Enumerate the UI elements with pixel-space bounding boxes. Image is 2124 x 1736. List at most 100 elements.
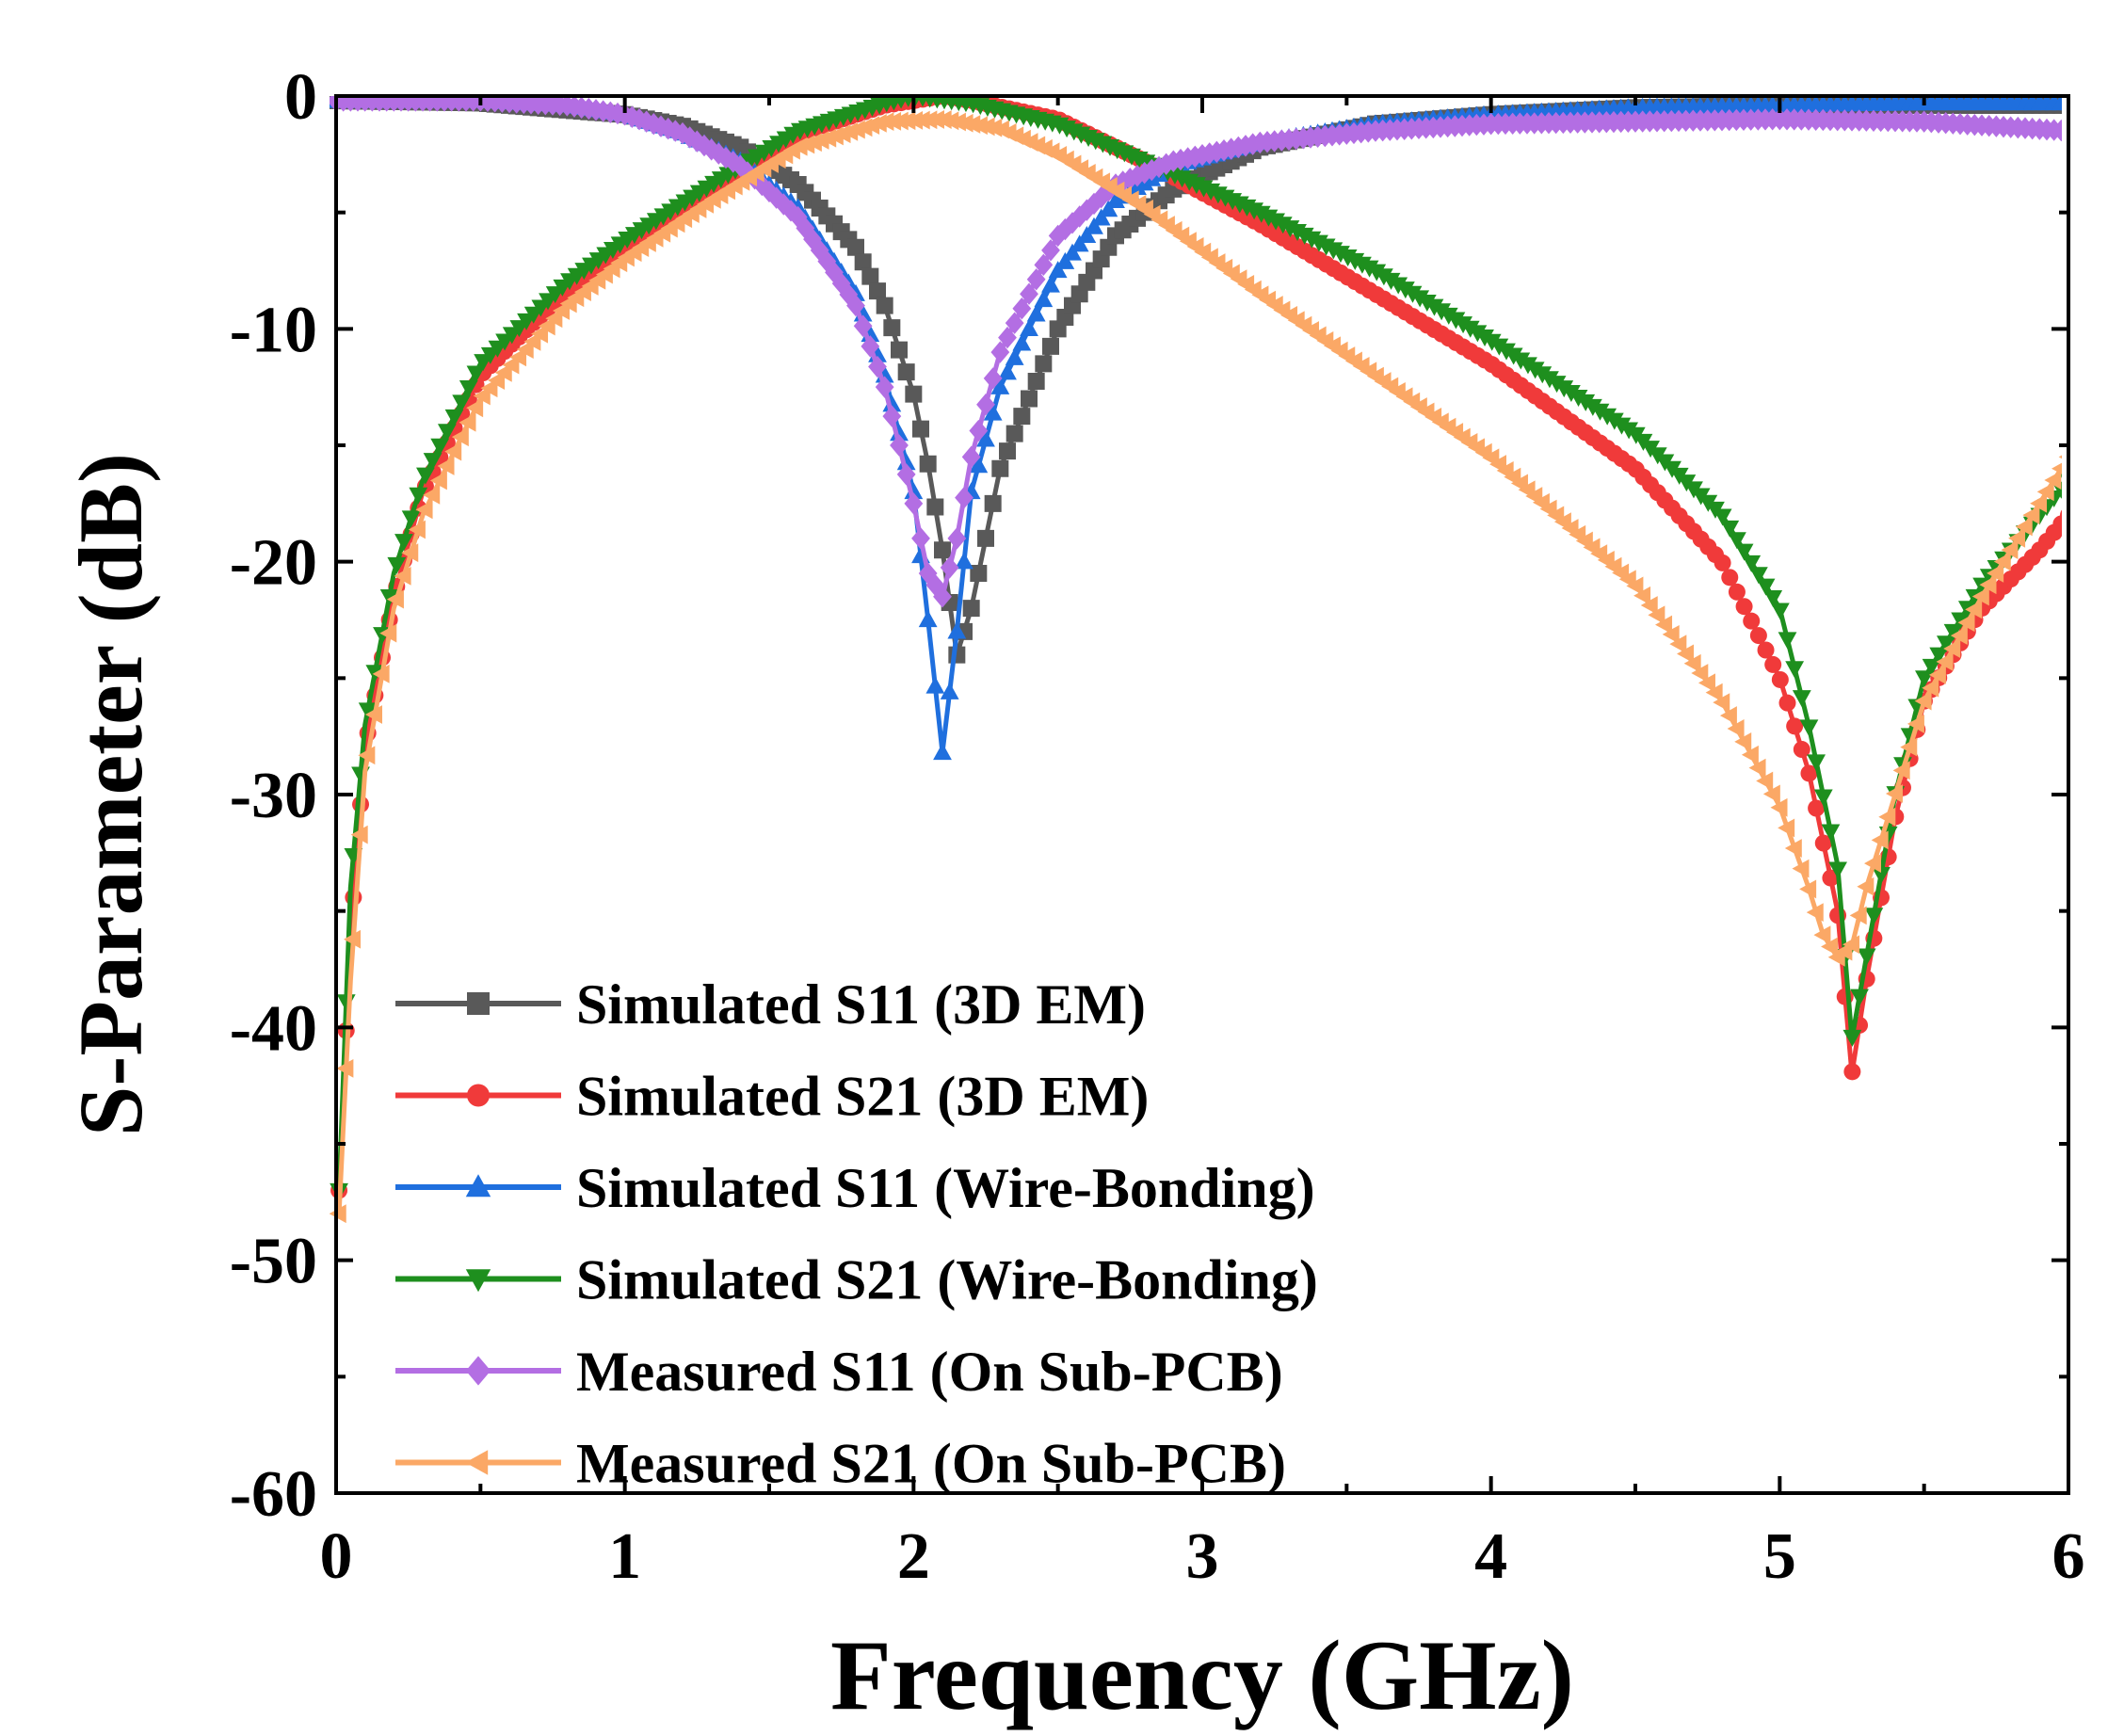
data-point [890,434,909,457]
y-axis-title: S-Parameter (dB) [60,453,161,1136]
data-point [1683,653,1701,673]
x-tick-label: 1 [608,1520,641,1593]
legend-marker [465,1356,491,1386]
y-tick-label: 0 [284,61,317,134]
data-point [1085,217,1103,234]
data-point [1799,879,1817,899]
y-tick-label: -50 [230,1226,317,1298]
data-point [1885,784,1903,803]
x-tick-label: 0 [320,1520,353,1593]
data-point [999,442,1016,460]
data-point [1424,298,1444,316]
data-point [429,471,447,490]
data-point [509,347,527,367]
data-point [854,253,872,271]
data-point [1735,598,1753,616]
y-tick-label: -30 [230,760,317,832]
data-point [1633,586,1651,605]
data-point [1800,764,1818,782]
data-point [1648,605,1665,625]
data-point [983,403,1003,421]
data-point [1808,799,1826,817]
data-point [1756,578,1776,596]
data-point [1070,234,1089,252]
data-point [1006,425,1023,442]
data-point [1786,717,1804,735]
data-point [1721,569,1739,587]
data-point [853,314,873,337]
data-point [1806,903,1824,923]
data-point [1863,854,1881,873]
data-point [1041,275,1060,293]
data-point [1770,797,1788,817]
data-point [1156,153,1176,176]
data-point [1034,290,1054,308]
data-point [947,621,967,639]
data-point [1012,297,1032,320]
legend-label: Simulated S21 (3D EM) [576,1066,1149,1128]
data-point [933,586,952,608]
legend-marker [467,1084,490,1107]
data-point [1662,624,1680,644]
data-point [1669,635,1687,654]
data-point [1857,876,1875,896]
data-point [2052,515,2062,533]
data-point [875,376,894,398]
data-point [364,705,382,724]
data-point [1013,408,1031,426]
data-point [990,341,1010,363]
data-point [1957,613,1975,633]
data-point [1035,355,1053,373]
data-point [1950,626,1968,646]
data-point [1454,316,1472,334]
data-point [709,142,729,165]
data-point [1091,185,1111,209]
data-point [2060,509,2062,521]
data-point [1971,587,1989,606]
data-point [437,424,457,442]
data-point [372,664,390,683]
data-point [941,111,959,131]
y-tick-label: -20 [230,527,317,600]
data-point [1367,264,1387,281]
data-point [1965,600,1983,619]
data-point [1417,295,1437,313]
data-point [1728,583,1746,601]
data-point [1713,508,1732,526]
data-point [984,494,1002,512]
data-point [673,121,692,145]
data-point [386,589,404,609]
data-point [502,355,520,375]
data-point [1410,290,1430,308]
data-point [1691,664,1709,683]
x-tick-label: 2 [897,1520,930,1593]
data-point [459,379,478,397]
data-point [358,702,378,720]
data-point [1403,285,1423,303]
data-point [1907,715,1924,733]
data-point [545,309,563,329]
data-point [1813,789,1833,807]
data-point [1784,839,1802,858]
data-point [1640,596,1658,615]
data-point [1743,612,1761,630]
legend-marker [465,1450,489,1475]
data-point [1026,268,1046,291]
data-point [2052,462,2062,474]
data-point [1734,543,1754,561]
data-point [1021,390,1038,408]
data-point [955,552,974,570]
data-point [523,331,541,351]
data-point [1821,937,1839,956]
data-point [452,394,472,412]
data-point [1943,639,1961,658]
legend-label: Measured S21 (On Sub-PCB) [576,1433,1286,1495]
x-axis-title: Frequency (GHz) [830,1620,1574,1730]
series-4 [330,96,2062,1200]
data-point [846,294,865,317]
data-point [1099,200,1118,217]
data-point [1928,665,1946,684]
data-point [1381,272,1401,290]
data-point [933,743,952,761]
data-point [1792,859,1810,878]
